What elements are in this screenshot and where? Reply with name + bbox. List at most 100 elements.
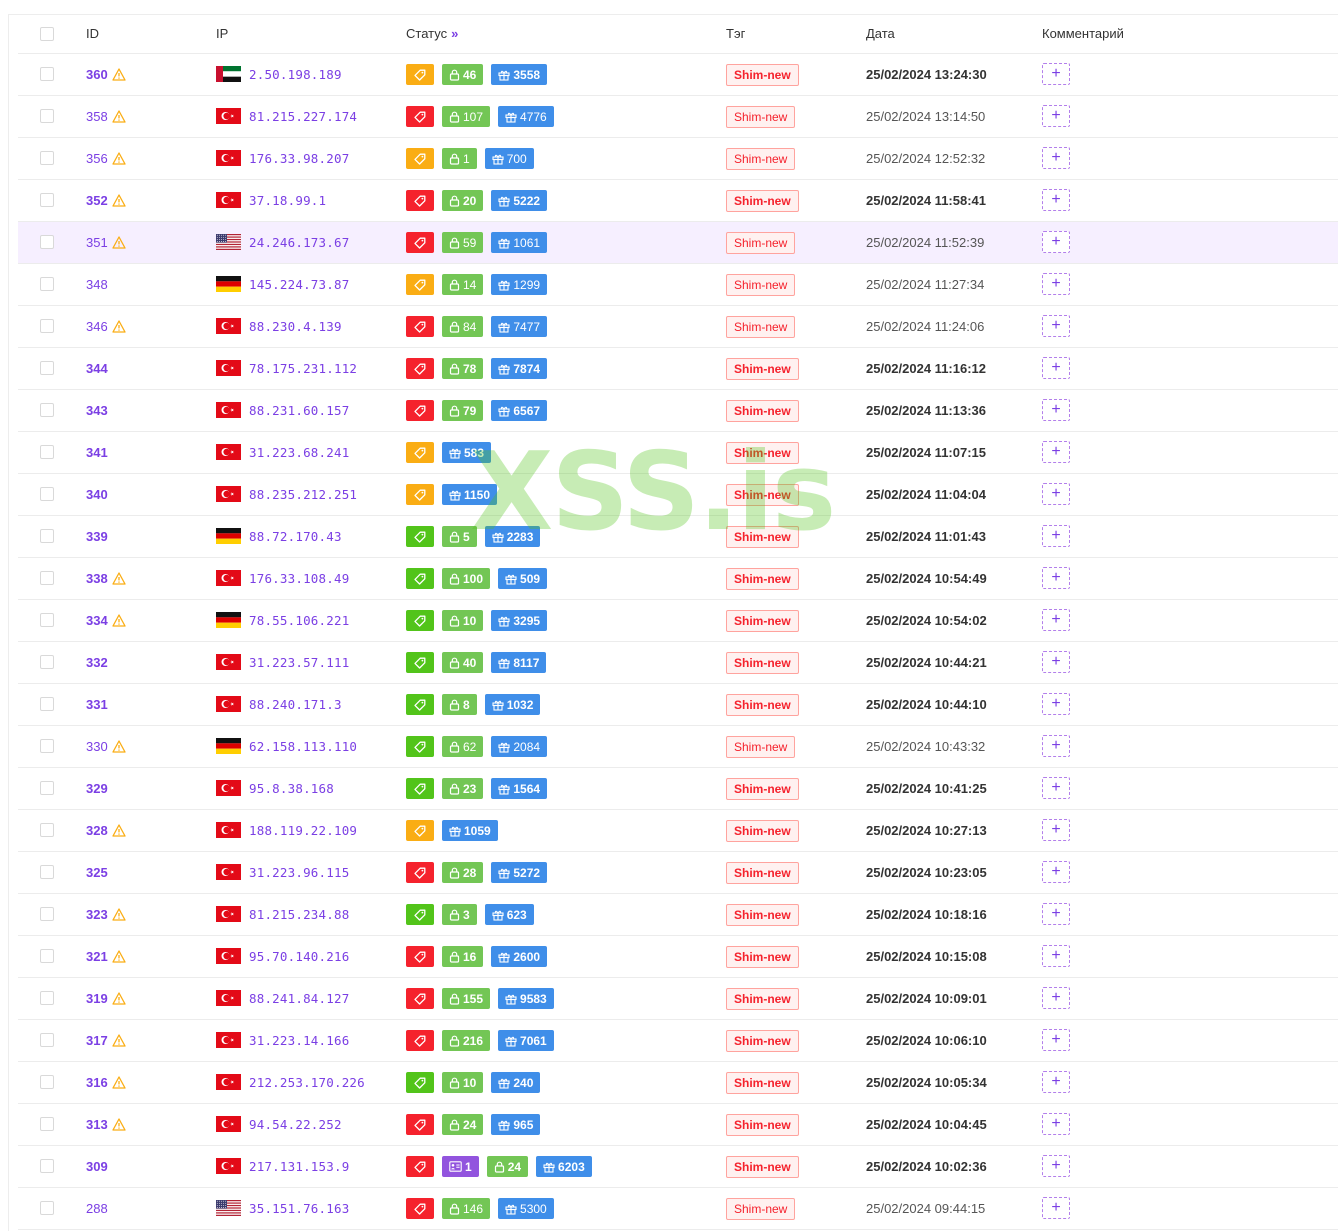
add-comment-button[interactable]: + [1042, 273, 1070, 295]
add-comment-button[interactable]: + [1042, 693, 1070, 715]
lead-id-link[interactable]: 340 [86, 487, 108, 502]
ip-address[interactable]: 2.50.198.189 [249, 67, 342, 82]
tag-icon[interactable] [406, 106, 434, 127]
table-row[interactable]: 344 78.175.231.112 78 7874 Shim-new 25/02/202… [18, 348, 1338, 390]
lock-count-badge[interactable]: 23 [442, 778, 484, 799]
lead-id-link[interactable]: 348 [86, 277, 108, 292]
row-checkbox[interactable] [40, 865, 54, 879]
tag-icon[interactable] [406, 190, 434, 211]
lead-id-link[interactable]: 288 [86, 1201, 108, 1216]
ip-address[interactable]: 31.223.57.111 [249, 655, 350, 670]
tag-badge[interactable]: Shim-new [726, 1030, 799, 1052]
lead-id-link[interactable]: 325 [86, 865, 108, 880]
add-comment-button[interactable]: + [1042, 777, 1070, 799]
lock-count-badge[interactable]: 46 [442, 64, 484, 85]
ip-address[interactable]: 88.235.212.251 [249, 487, 358, 502]
lock-count-badge[interactable]: 10 [442, 1072, 484, 1093]
gift-count-badge[interactable]: 6203 [536, 1156, 592, 1177]
tag-badge[interactable]: Shim-new [726, 904, 799, 926]
lock-count-badge[interactable]: 28 [442, 862, 484, 883]
lead-id-link[interactable]: 313 [86, 1117, 126, 1134]
gift-count-badge[interactable]: 3558 [491, 64, 548, 85]
tag-badge[interactable]: Shim-new [726, 988, 799, 1010]
row-checkbox[interactable] [40, 907, 54, 921]
add-comment-button[interactable]: + [1042, 63, 1070, 85]
row-checkbox[interactable] [40, 697, 54, 711]
row-checkbox[interactable] [40, 949, 54, 963]
row-checkbox[interactable] [40, 361, 54, 375]
lead-id-link[interactable]: 332 [86, 655, 108, 670]
tag-icon[interactable] [406, 736, 434, 757]
ip-address[interactable]: 188.119.22.109 [249, 823, 358, 838]
ip-address[interactable]: 88.230.4.139 [249, 319, 342, 334]
row-checkbox[interactable] [40, 1033, 54, 1047]
table-row[interactable]: 321 95.70.140.216 16 2600 Shim-new 25/02/2024… [18, 936, 1338, 978]
gift-count-badge[interactable]: 7477 [491, 316, 548, 337]
ip-address[interactable]: 81.215.227.174 [249, 109, 358, 124]
row-checkbox[interactable] [40, 781, 54, 795]
lead-id-link[interactable]: 356 [86, 151, 126, 168]
gift-count-badge[interactable]: 1059 [442, 820, 498, 841]
lock-count-badge[interactable]: 24 [486, 1156, 529, 1177]
table-row[interactable]: 348 145.224.73.87 14 1299 Shim-new 25/02/2024… [18, 264, 1338, 306]
ip-address[interactable]: 31.223.14.166 [249, 1033, 350, 1048]
row-checkbox[interactable] [40, 739, 54, 753]
gift-count-badge[interactable]: 583 [442, 442, 492, 463]
lock-count-badge[interactable]: 16 [442, 946, 484, 967]
tag-badge[interactable]: Shim-new [726, 358, 799, 380]
lock-count-badge[interactable]: 3 [442, 904, 477, 925]
add-comment-button[interactable]: + [1042, 231, 1070, 253]
lead-id-link[interactable]: 317 [86, 1033, 126, 1050]
tag-icon[interactable] [406, 652, 434, 673]
table-row[interactable]: 352 37.18.99.1 20 5222 Shim-new 25/02/2024 11… [18, 180, 1338, 222]
add-comment-button[interactable]: + [1042, 105, 1070, 127]
row-checkbox[interactable] [40, 571, 54, 585]
tag-icon[interactable] [406, 400, 434, 421]
ip-address[interactable]: 78.175.231.112 [249, 361, 358, 376]
lead-id-link[interactable]: 339 [86, 529, 108, 544]
ip-address[interactable]: 78.55.106.221 [249, 613, 350, 628]
gift-count-badge[interactable]: 8117 [491, 652, 547, 673]
row-checkbox[interactable] [40, 445, 54, 459]
lead-id-link[interactable]: 330 [86, 739, 126, 756]
gift-count-badge[interactable]: 2283 [484, 526, 541, 547]
add-comment-button[interactable]: + [1042, 189, 1070, 211]
table-row[interactable]: 316 212.253.170.226 10 240 Shim-new 25/02/202… [18, 1062, 1338, 1104]
tag-icon[interactable] [406, 1072, 434, 1093]
gift-count-badge[interactable]: 9583 [498, 988, 554, 1009]
lead-id-link[interactable]: 331 [86, 697, 108, 712]
row-checkbox[interactable] [40, 277, 54, 291]
tag-badge[interactable]: Shim-new [726, 568, 799, 590]
gift-count-badge[interactable]: 5300 [498, 1198, 554, 1219]
tag-icon[interactable] [406, 484, 434, 505]
tag-icon[interactable] [406, 1198, 434, 1219]
row-checkbox[interactable] [40, 1075, 54, 1089]
ip-address[interactable]: 95.8.38.168 [249, 781, 334, 796]
ip-address[interactable]: 94.54.22.252 [249, 1117, 342, 1132]
double-chevron-right-icon[interactable]: » [451, 26, 459, 41]
table-row[interactable]: 323 81.215.234.88 3 623 Shim-new 25/02/2024 1… [18, 894, 1338, 936]
add-comment-button[interactable]: + [1042, 1029, 1070, 1051]
gift-count-badge[interactable]: 1032 [484, 694, 541, 715]
add-comment-button[interactable]: + [1042, 1071, 1070, 1093]
tag-badge[interactable]: Shim-new [726, 148, 796, 170]
table-row[interactable]: 313 94.54.22.252 24 965 Shim-new 25/02/2024 1… [18, 1104, 1338, 1146]
row-checkbox[interactable] [40, 403, 54, 417]
add-comment-button[interactable]: + [1042, 483, 1070, 505]
tag-icon[interactable] [406, 568, 434, 589]
table-row[interactable]: 328 188.119.22.109 1059 Shim-new 25/02/2024 … [18, 810, 1338, 852]
lock-count-badge[interactable]: 216 [442, 1030, 491, 1051]
tag-icon[interactable] [406, 778, 434, 799]
tag-badge[interactable]: Shim-new [726, 694, 799, 716]
tag-badge[interactable]: Shim-new [726, 190, 799, 212]
tag-icon[interactable] [406, 1114, 434, 1135]
col-header-id[interactable]: ID [86, 26, 99, 41]
row-checkbox[interactable] [40, 1117, 54, 1131]
table-row[interactable]: 351 24.246.173.67 59 1061 Shim-new 25/02/2024… [18, 222, 1338, 264]
row-checkbox[interactable] [40, 151, 54, 165]
lock-count-badge[interactable]: 62 [442, 736, 484, 757]
tag-icon[interactable] [406, 148, 434, 169]
lead-id-link[interactable]: 346 [86, 319, 126, 336]
tag-badge[interactable]: Shim-new [726, 946, 799, 968]
table-row[interactable]: 317 31.223.14.166 216 7061 Shim-new 25/02/202… [18, 1020, 1338, 1062]
